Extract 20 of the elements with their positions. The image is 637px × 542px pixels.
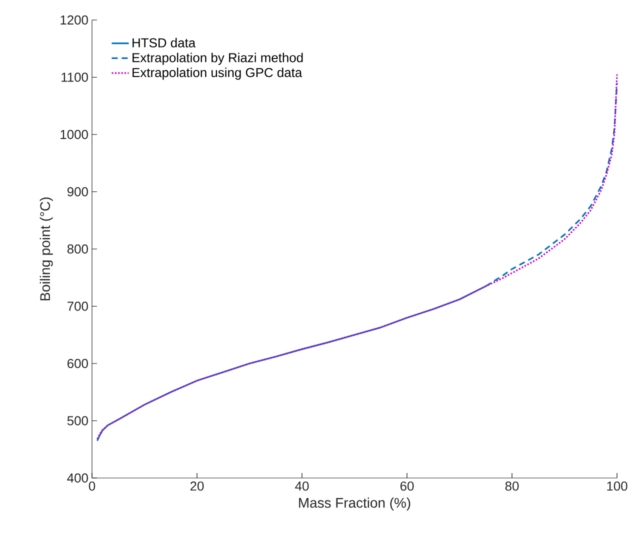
x-tick-label: 60 [400, 482, 414, 491]
y-tick-label: 600 [68, 358, 88, 368]
y-tick-label: 700 [68, 302, 88, 311]
x-tick-label: 20 [190, 482, 204, 491]
legend-label: Extrapolation by Riazi method [132, 52, 303, 65]
x-tick-label: 80 [505, 482, 519, 491]
y-tick-label: 900 [67, 187, 88, 196]
y-tick-label: 500 [67, 416, 88, 426]
x-tick-label: 40 [295, 482, 309, 491]
y-tick-label: 1000 [60, 130, 88, 140]
y-tick-label: 800 [67, 244, 88, 254]
y-tick-label: 1200 [60, 15, 88, 25]
y-axis-title: Boiling point (°C) [40, 197, 53, 300]
legend-label: HTSD data [132, 38, 196, 48]
x-tick-label: 100 [607, 482, 628, 491]
y-tick-label: 1100 [62, 72, 88, 82]
x-tick-label: 0 [88, 482, 96, 491]
x-axis-title: Mass Fraction (%) [299, 498, 410, 511]
y-tick-label: 400 [67, 473, 88, 483]
legend-label: Extrapolation using GPC data [132, 68, 302, 80]
